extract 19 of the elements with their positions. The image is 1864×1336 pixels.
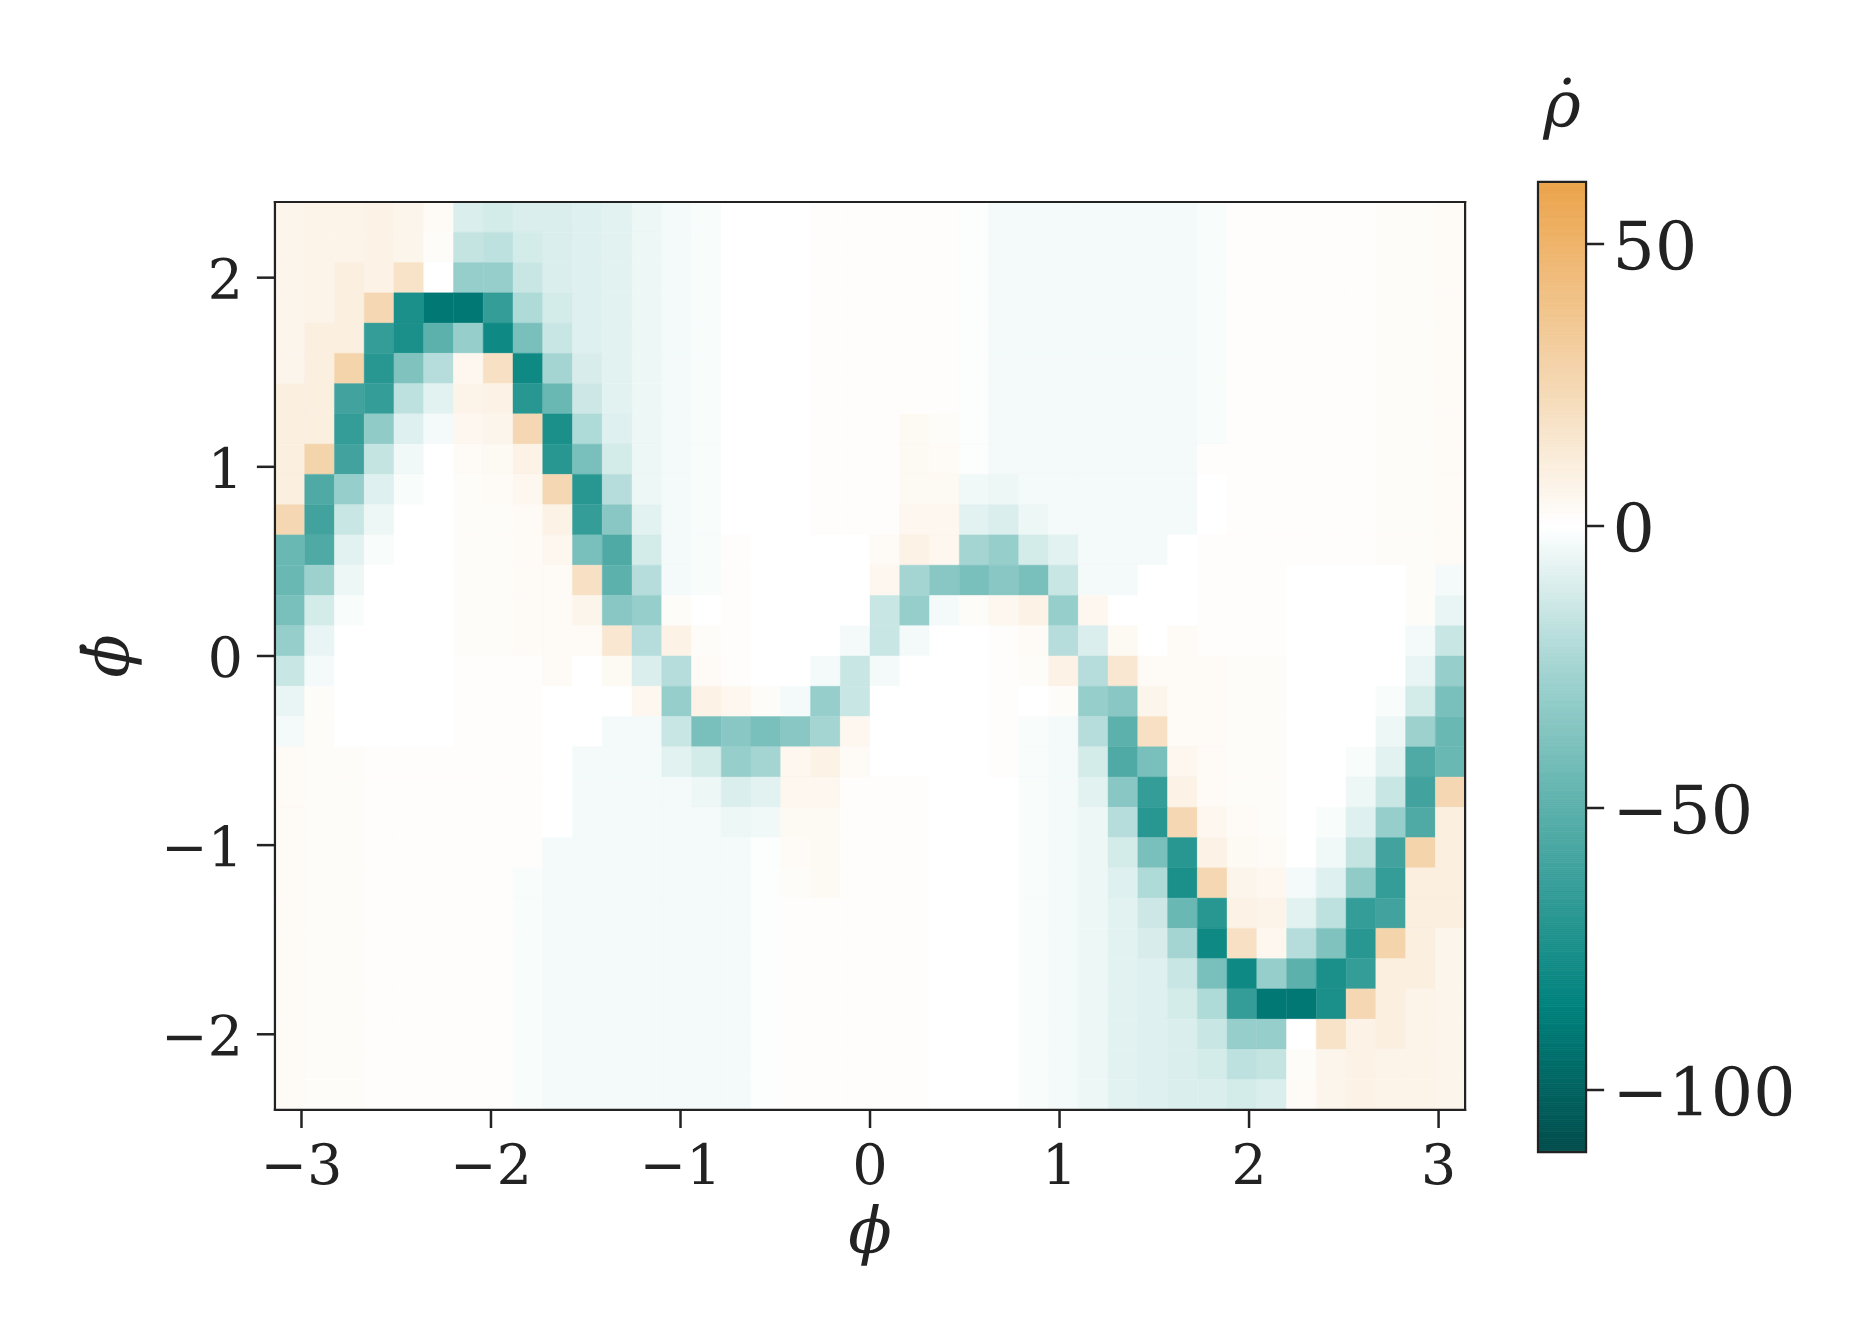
x-tick-label: −2	[455, 1142, 527, 1185]
x-tick-label: 2	[1235, 1142, 1262, 1185]
x-tick-label: −3	[266, 1142, 339, 1185]
y-tick-label: 1	[214, 446, 236, 488]
color-bar-label: −100	[1619, 1065, 1792, 1117]
x-tick-label: 3	[1425, 1142, 1453, 1185]
y-tick-label: 2	[211, 257, 238, 299]
y-tick-label: −1	[166, 825, 236, 867]
x-tick-label: 1	[1048, 1142, 1070, 1185]
color-bar-label: −50	[1619, 783, 1749, 835]
x-tick-label: −1	[645, 1142, 714, 1185]
y-tick-label: 0	[211, 635, 240, 678]
y-tick-label: −2	[166, 1014, 238, 1056]
color-bar-label: 50	[1618, 219, 1693, 271]
x-tick-label: 0	[856, 1142, 885, 1185]
color-bar-title: ρ̇	[1542, 77, 1580, 140]
color-bar-label: 0	[1616, 501, 1651, 553]
y-axis-title: ϕ̇	[79, 636, 142, 677]
x-axis-title: ϕ	[849, 1203, 890, 1266]
